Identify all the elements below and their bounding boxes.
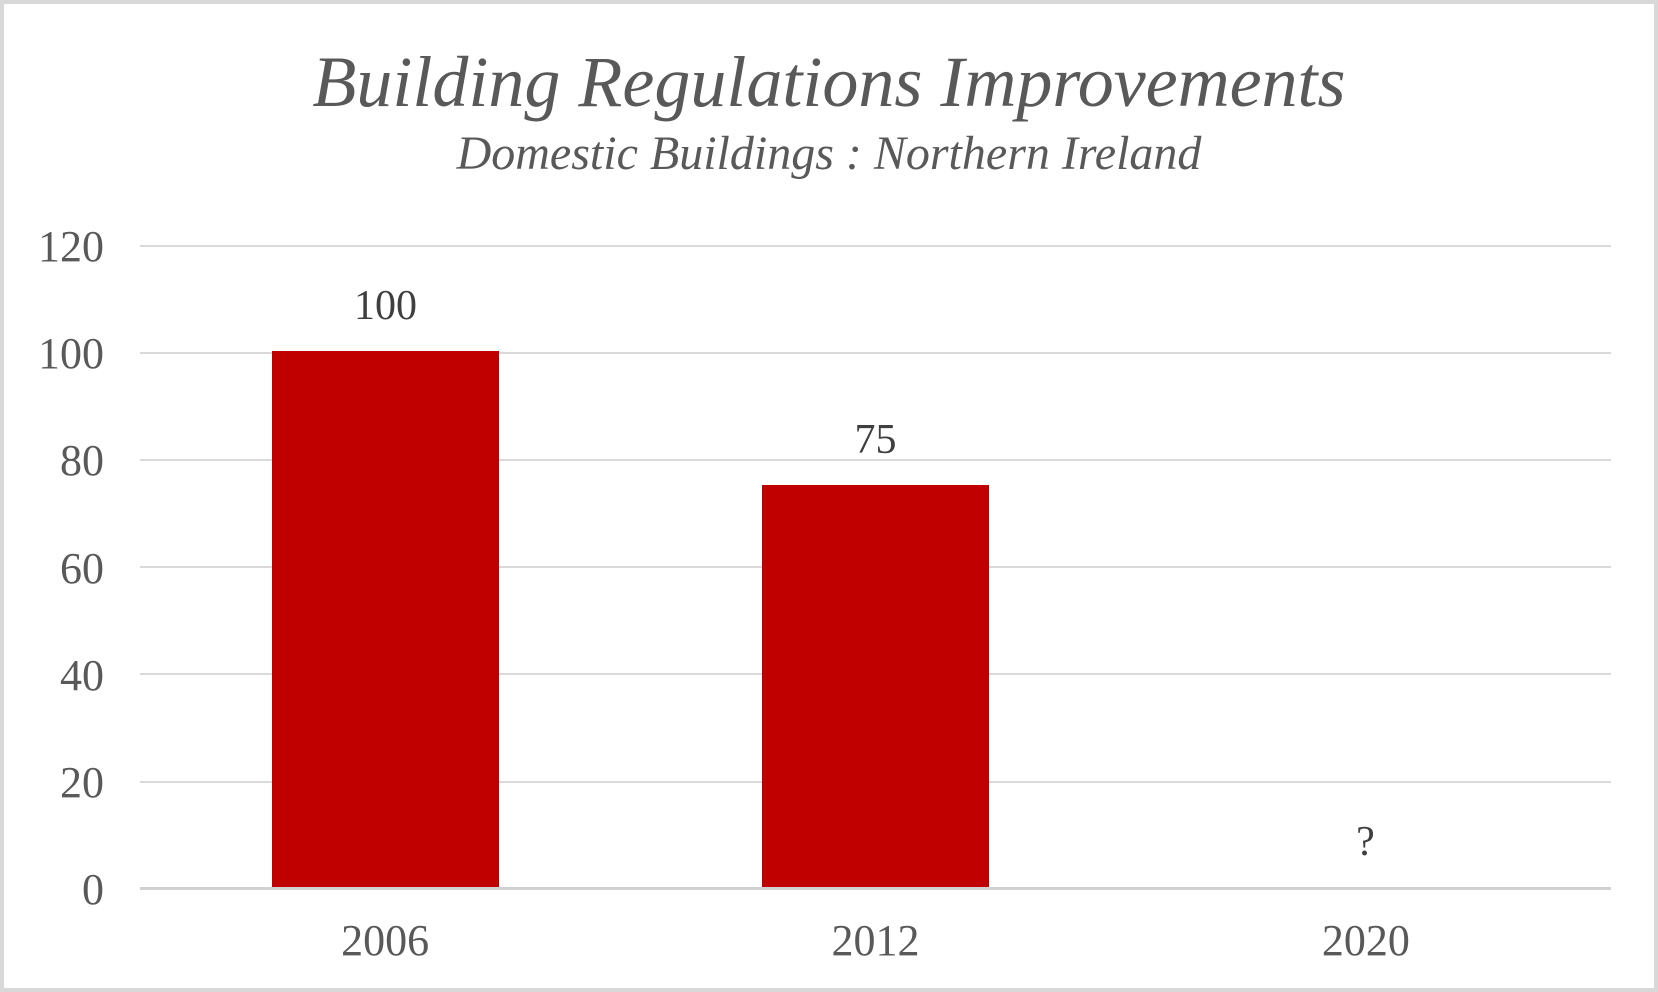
x-axis: 2006 2012 2020	[140, 889, 1611, 963]
y-axis-tick-label: 120	[38, 222, 104, 271]
y-axis-tick-label: 20	[60, 758, 104, 807]
y-axis-tick-label: 80	[60, 436, 104, 485]
bar-group-2006: 100	[272, 246, 499, 887]
gridline	[140, 459, 1611, 461]
bar-group-2020: ?	[1252, 246, 1479, 887]
x-axis-line	[140, 887, 1611, 890]
y-axis-tick-label: 0	[82, 865, 104, 914]
gridline	[140, 245, 1611, 247]
bar-value-label: ?	[1356, 819, 1375, 865]
y-axis-tick-label: 60	[60, 544, 104, 593]
y-axis-tick-label: 40	[60, 651, 104, 700]
bar-2006	[272, 351, 499, 887]
bar-value-label: 75	[854, 417, 897, 463]
bar-2012	[762, 485, 989, 887]
plot-area: 100 75 ?	[140, 245, 1611, 890]
bar-group-2012: 75	[762, 246, 989, 887]
chart-title: Building Regulations Improvements	[312, 42, 1346, 122]
chart-subtitle: Domestic Buildings : Northern Ireland	[456, 127, 1202, 180]
gridline	[140, 352, 1611, 354]
x-axis-tick-label: 2012	[831, 916, 920, 965]
y-axis-tick-label: 100	[38, 329, 104, 378]
bar-value-label: 100	[354, 283, 417, 329]
x-axis-tick-label: 2006	[341, 916, 430, 965]
x-axis-tick-label: 2020	[1321, 916, 1410, 965]
